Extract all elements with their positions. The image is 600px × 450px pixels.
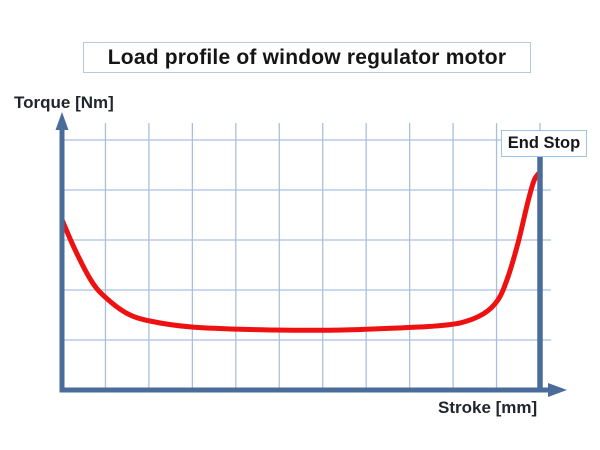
x-axis-label: Stroke [mm]: [438, 398, 538, 417]
x-axis-arrow-icon: [548, 383, 567, 397]
y-axis-label: Torque [Nm]: [14, 93, 114, 112]
chart-title: Load profile of window regulator motor: [83, 42, 531, 73]
load-curve: [59, 170, 542, 333]
grid: [62, 123, 551, 390]
end-stop-label: End Stop: [501, 130, 587, 157]
y-axis-arrow-icon: [55, 112, 69, 130]
